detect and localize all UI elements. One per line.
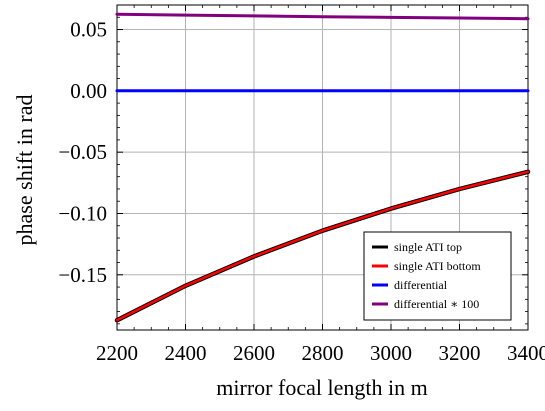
y-tick-label: 0.05	[70, 18, 107, 42]
legend-label: single ATI bottom	[394, 259, 481, 273]
legend-label: single ATI top	[394, 240, 462, 254]
y-tick-label: −0.05	[58, 140, 107, 164]
legend-label: differential	[394, 278, 448, 292]
y-axis-label: phase shift in rad	[12, 95, 37, 246]
y-tick-label: −0.10	[58, 201, 107, 225]
x-tick-labels: 2200 2400 2600 2800 3000 3200 3400	[96, 341, 545, 365]
x-tick-label: 2600	[233, 341, 275, 365]
x-tick-label: 3000	[370, 341, 412, 365]
series-lines	[114, 12, 531, 323]
x-axis-label: mirror focal length in m	[216, 375, 427, 400]
y-tick-labels: 0.05 0.00 −0.05 −0.10 −0.15	[58, 18, 107, 287]
x-tick-label: 3200	[439, 341, 481, 365]
x-tick-label: 2200	[96, 341, 138, 365]
y-tick-label: 0.00	[70, 79, 107, 103]
axis-ticks	[116, 5, 529, 330]
x-tick-label: 3400	[507, 341, 545, 365]
legend-label: differential ∗ 100	[394, 297, 479, 311]
series-line	[115, 12, 530, 21]
series-line	[115, 170, 530, 322]
x-tick-label: 2400	[165, 341, 207, 365]
legend: single ATI top single ATI bottom different…	[363, 231, 512, 321]
y-tick-label: −0.15	[58, 263, 107, 287]
legend-box	[363, 231, 512, 321]
x-tick-label: 2800	[302, 341, 344, 365]
